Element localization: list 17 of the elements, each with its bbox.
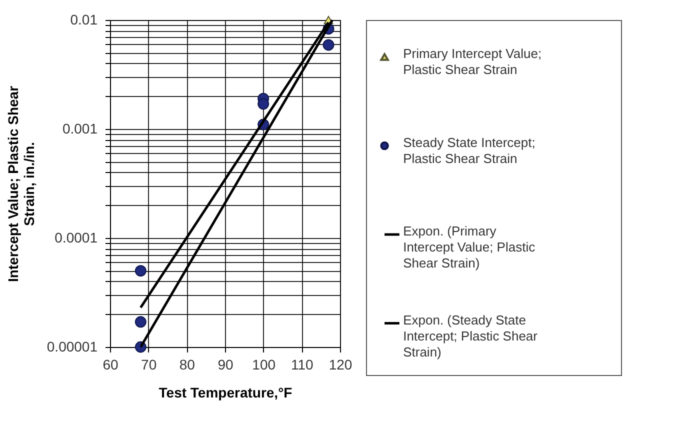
y-tick-label: 0.001 bbox=[62, 120, 98, 136]
legend-label: Primary Intercept Value; Plastic Shear Strain bbox=[403, 46, 542, 77]
x-tick-label: 100 bbox=[252, 356, 276, 372]
x-tick-label: 90 bbox=[218, 356, 234, 372]
legend-label: Expon. (Primary Intercept Value; Plastic Shear Strain) bbox=[403, 224, 536, 270]
x-axis-title: Test Temperature,°F bbox=[158, 384, 293, 400]
legend-label: Expon. (Steady State Intercept; Plastic Shear Strain) bbox=[403, 312, 538, 360]
x-tick-label: 110 bbox=[291, 356, 314, 372]
x-tick-label: 60 bbox=[102, 356, 118, 372]
y-tick-label: 0.01 bbox=[70, 12, 98, 28]
x-tick-label: 70 bbox=[141, 356, 157, 372]
y-axis-title: Intercept Value; Plastic Shear Strain, in./in. bbox=[4, 85, 37, 282]
y-tick-label: 0.0001 bbox=[54, 230, 98, 246]
y-tick-label: 0.00001 bbox=[46, 338, 98, 354]
x-tick-label: 80 bbox=[179, 356, 196, 372]
x-tick-label: 120 bbox=[328, 356, 352, 372]
legend-label: Steady State Intercept; Plastic Shear Strain bbox=[403, 134, 536, 166]
